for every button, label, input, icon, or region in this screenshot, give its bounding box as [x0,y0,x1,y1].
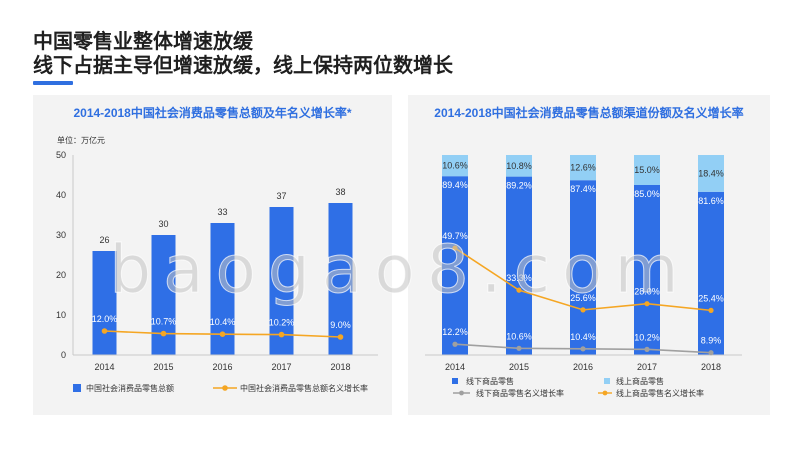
growth-rate-point-2016 [219,331,226,337]
x-tick-label: 2016 [212,362,232,372]
chart-title: 2014-2018中国社会消费品零售总额及年名义增长率* [73,105,351,120]
online-share-label: 10.8% [506,161,532,171]
offline-share-label: 89.4% [442,180,468,190]
legend-online-label: 线上商品零售 [616,376,664,386]
online-growth-point-2014 [452,245,458,251]
legend-online-swatch [604,378,610,384]
online-share-bar-2018 [698,155,724,192]
offline-growth-point-2017 [644,346,650,352]
legend-line-marker [222,385,228,391]
legend-line-label: 中国社会消费品零售总额名义增长率 [240,383,368,393]
offline-growth-label: 8.9% [701,336,722,346]
offline-growth-label: 10.4% [570,332,596,342]
y-tick-label: 40 [56,190,66,200]
growth-rate-point-2015 [160,330,167,337]
y-tick-label: 30 [56,230,66,240]
growth-rate-label: 9.0% [330,320,351,330]
offline-share-bar-2018 [698,191,724,355]
legend-online-growth-marker [602,390,608,396]
growth-rate-point-2018 [337,334,344,340]
offline-growth-point-2014 [452,341,458,347]
growth-rate-point-2014 [101,328,108,334]
x-tick-label: 2014 [445,362,465,372]
bar-value-label: 26 [99,235,109,245]
online-growth-point-2016 [580,307,586,313]
legend-offline-growth-marker [459,390,464,396]
channel-share-chart-panel: 2014-2018中国社会消费品零售总额渠道份额及名义增长率 10.6% 89.4%… [408,95,770,415]
legend-online-growth-label: 线上商品零售名义增长率 [616,388,704,398]
offline-share-bar-2016 [570,180,596,355]
legend-offline-growth-label: 线下商品零售名义增长率 [476,388,564,398]
online-share-label: 15.0% [634,165,660,175]
legend-offline-swatch [452,378,458,384]
retail-total-bar-2017 [269,207,294,355]
chart-title: 2014-2018中国社会消费品零售总额渠道份额及名义增长率 [434,105,743,120]
online-share-bar-2016 [570,155,596,181]
offline-growth-point-2018 [708,350,714,356]
retail-total-bar-2014 [92,251,117,355]
online-growth-label: 25.6% [570,293,596,303]
total-retail-chart: 2014-2018中国社会消费品零售总额及年名义增长率* 单位：万亿元 0 10 20 3… [56,105,378,393]
bar-value-label: 33 [217,207,227,217]
offline-share-label: 81.6% [698,196,724,206]
online-share-label: 18.4% [698,168,724,178]
offline-share-label: 87.4% [570,184,596,194]
x-tick-label: 2018 [330,362,350,372]
legend-bar-label: 中国社会消费品零售总额 [86,383,174,393]
channel-share-chart: 2014-2018中国社会消费品零售总额渠道份额及名义增长率 10.6% 89.4%… [425,105,744,398]
slide-title: 中国零售业整体增速放缓 [33,31,253,53]
y-tick-label: 10 [56,310,66,320]
legend-offline-label: 线下商品零售 [466,376,514,386]
online-growth-label: 49.7% [442,231,468,241]
x-tick-label: 2015 [509,362,529,372]
offline-growth-label: 10.6% [506,331,532,341]
offline-growth-label: 12.2% [442,327,468,337]
legend-bar-swatch [73,384,81,392]
bar-value-label: 30 [158,219,168,229]
online-share-label: 12.6% [570,163,596,173]
y-tick-label: 50 [56,150,66,160]
x-tick-label: 2014 [94,362,114,372]
bar-value-label: 37 [276,191,286,201]
x-tick-label: 2017 [271,362,291,372]
online-share-label: 10.6% [442,161,468,171]
online-growth-point-2018 [708,307,714,313]
online-growth-point-2017 [644,301,650,307]
offline-share-label: 85.0% [634,189,660,199]
unit-label: 单位：万亿元 [57,135,105,145]
online-growth-label: 28.0% [634,287,660,297]
online-growth-label: 25.4% [698,293,724,303]
offline-growth-point-2015 [516,345,522,351]
y-tick-label: 0 [61,350,66,360]
offline-share-bar-2014 [442,176,468,355]
retail-total-bar-2018 [328,203,353,355]
offline-share-bar-2015 [506,176,532,355]
online-share-bar-2017 [634,155,660,185]
bar-value-label: 38 [335,187,345,197]
growth-rate-label: 10.4% [210,317,236,327]
slide-subtitle: 线下占据主导但增速放缓，线上保持两位数增长 [33,55,453,77]
growth-rate-point-2017 [278,331,285,338]
total-retail-chart-panel: 2014-2018中国社会消费品零售总额及年名义增长率* 单位：万亿元 0 10 20 3… [33,95,392,415]
retail-total-bar-2015 [151,235,176,355]
online-share-bar-2014 [442,155,468,177]
online-growth-point-2015 [516,287,522,293]
offline-share-label: 89.2% [506,181,532,191]
online-share-bar-2015 [506,155,532,177]
x-tick-label: 2018 [701,362,721,372]
offline-share-bar-2017 [634,185,660,355]
x-tick-label: 2016 [573,362,593,372]
y-tick-label: 20 [56,270,66,280]
title-accent-bar [33,81,73,85]
offline-growth-label: 10.2% [634,332,660,342]
online-growth-label: 33.3% [506,273,532,283]
offline-growth-point-2016 [580,346,586,352]
growth-rate-label: 10.7% [151,317,177,327]
x-tick-label: 2017 [637,362,657,372]
growth-rate-label: 10.2% [269,318,295,328]
growth-rate-label: 12.0% [92,314,118,324]
x-tick-label: 2015 [153,362,173,372]
